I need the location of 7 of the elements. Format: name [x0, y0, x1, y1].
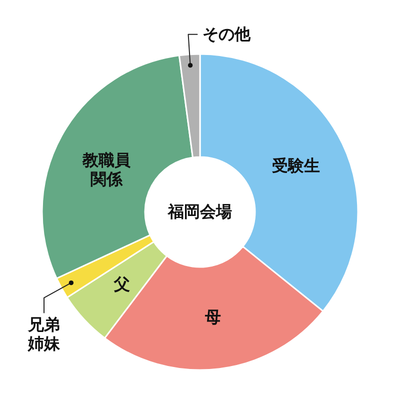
slice-label: 受験生 [271, 156, 320, 176]
slice-label: 母 [204, 308, 222, 327]
slice-label: 教職員関係 [82, 150, 132, 189]
slice-label: その他 [202, 24, 252, 44]
text: 福岡会場 [167, 202, 232, 221]
slice-label: 兄弟姉妹 [27, 314, 62, 353]
slice-label: 父 [112, 274, 130, 294]
